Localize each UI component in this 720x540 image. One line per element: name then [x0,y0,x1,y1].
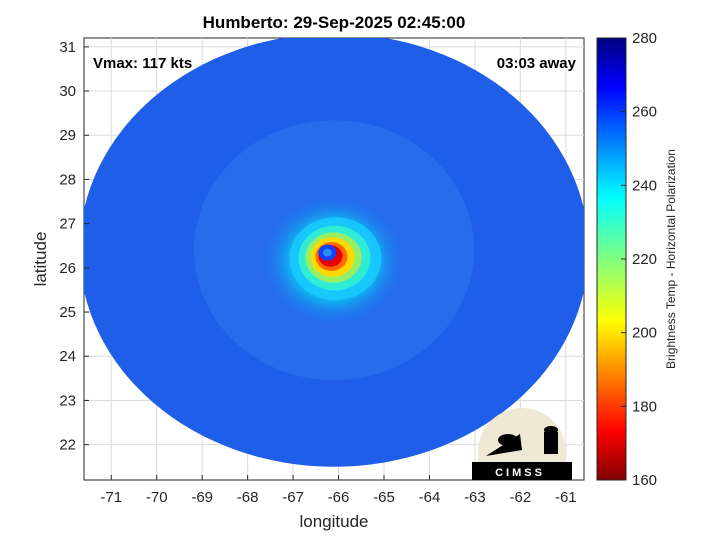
colorbar-tick-label: 280 [632,30,657,47]
logo-text: CIMSS [495,467,545,479]
y-tick-label: 30 [59,83,76,100]
x-axis-ticks: -71 -70 -69 -68 -67 -66 -65 -64 -63 -62 -61 [100,475,577,506]
x-tick-label: -61 [555,489,577,506]
scan-swath [84,38,584,467]
colorbar-tick-label: 180 [632,398,657,415]
cimss-logo: CIMSS [472,408,572,480]
x-tick-label: -71 [100,489,122,506]
colorbar-ticks: 160 180 200 220 240 260 280 [621,30,657,489]
x-tick-label: -64 [419,489,441,506]
x-tick-label: -70 [146,489,168,506]
colorbar-tick-label: 240 [632,177,657,194]
y-axis-ticks: 22 23 24 25 26 27 28 29 30 31 [59,39,89,454]
vmax-annotation: Vmax: 117 kts [93,55,192,72]
x-tick-label: -67 [282,489,304,506]
y-tick-label: 27 [59,216,76,233]
storm-core [289,217,382,300]
storm-eye [322,248,332,257]
x-tick-label: -68 [237,489,259,506]
y-tick-label: 25 [59,304,76,321]
colorbar-tick-label: 260 [632,104,657,121]
x-tick-label: -63 [464,489,486,506]
chart-title: Humberto: 29-Sep-2025 02:45:00 [203,13,466,32]
x-tick-label: -65 [373,489,395,506]
y-tick-label: 24 [59,348,76,365]
x-axis-label: longitude [299,512,368,531]
colorbar-tick-label: 220 [632,251,657,268]
colorbar-tick-label: 160 [632,472,657,489]
y-tick-label: 23 [59,392,76,409]
x-tick-label: -69 [191,489,213,506]
x-tick-label: -66 [328,489,350,506]
y-axis-label: latitude [31,232,50,287]
colorbar: 160 180 200 220 240 260 280 Brightness Temp - … [596,30,678,489]
colorbar-label: Brightness Temp - Horizontal Polarizatio… [664,149,678,369]
y-tick-label: 31 [59,39,76,56]
y-tick-label: 29 [59,127,76,144]
y-tick-label: 28 [59,171,76,188]
colorbar-tick-label: 200 [632,325,657,342]
y-tick-label: 26 [59,260,76,277]
time-away-annotation: 03:03 away [497,55,577,72]
y-tick-label: 22 [59,437,76,454]
x-tick-label: -62 [510,489,532,506]
